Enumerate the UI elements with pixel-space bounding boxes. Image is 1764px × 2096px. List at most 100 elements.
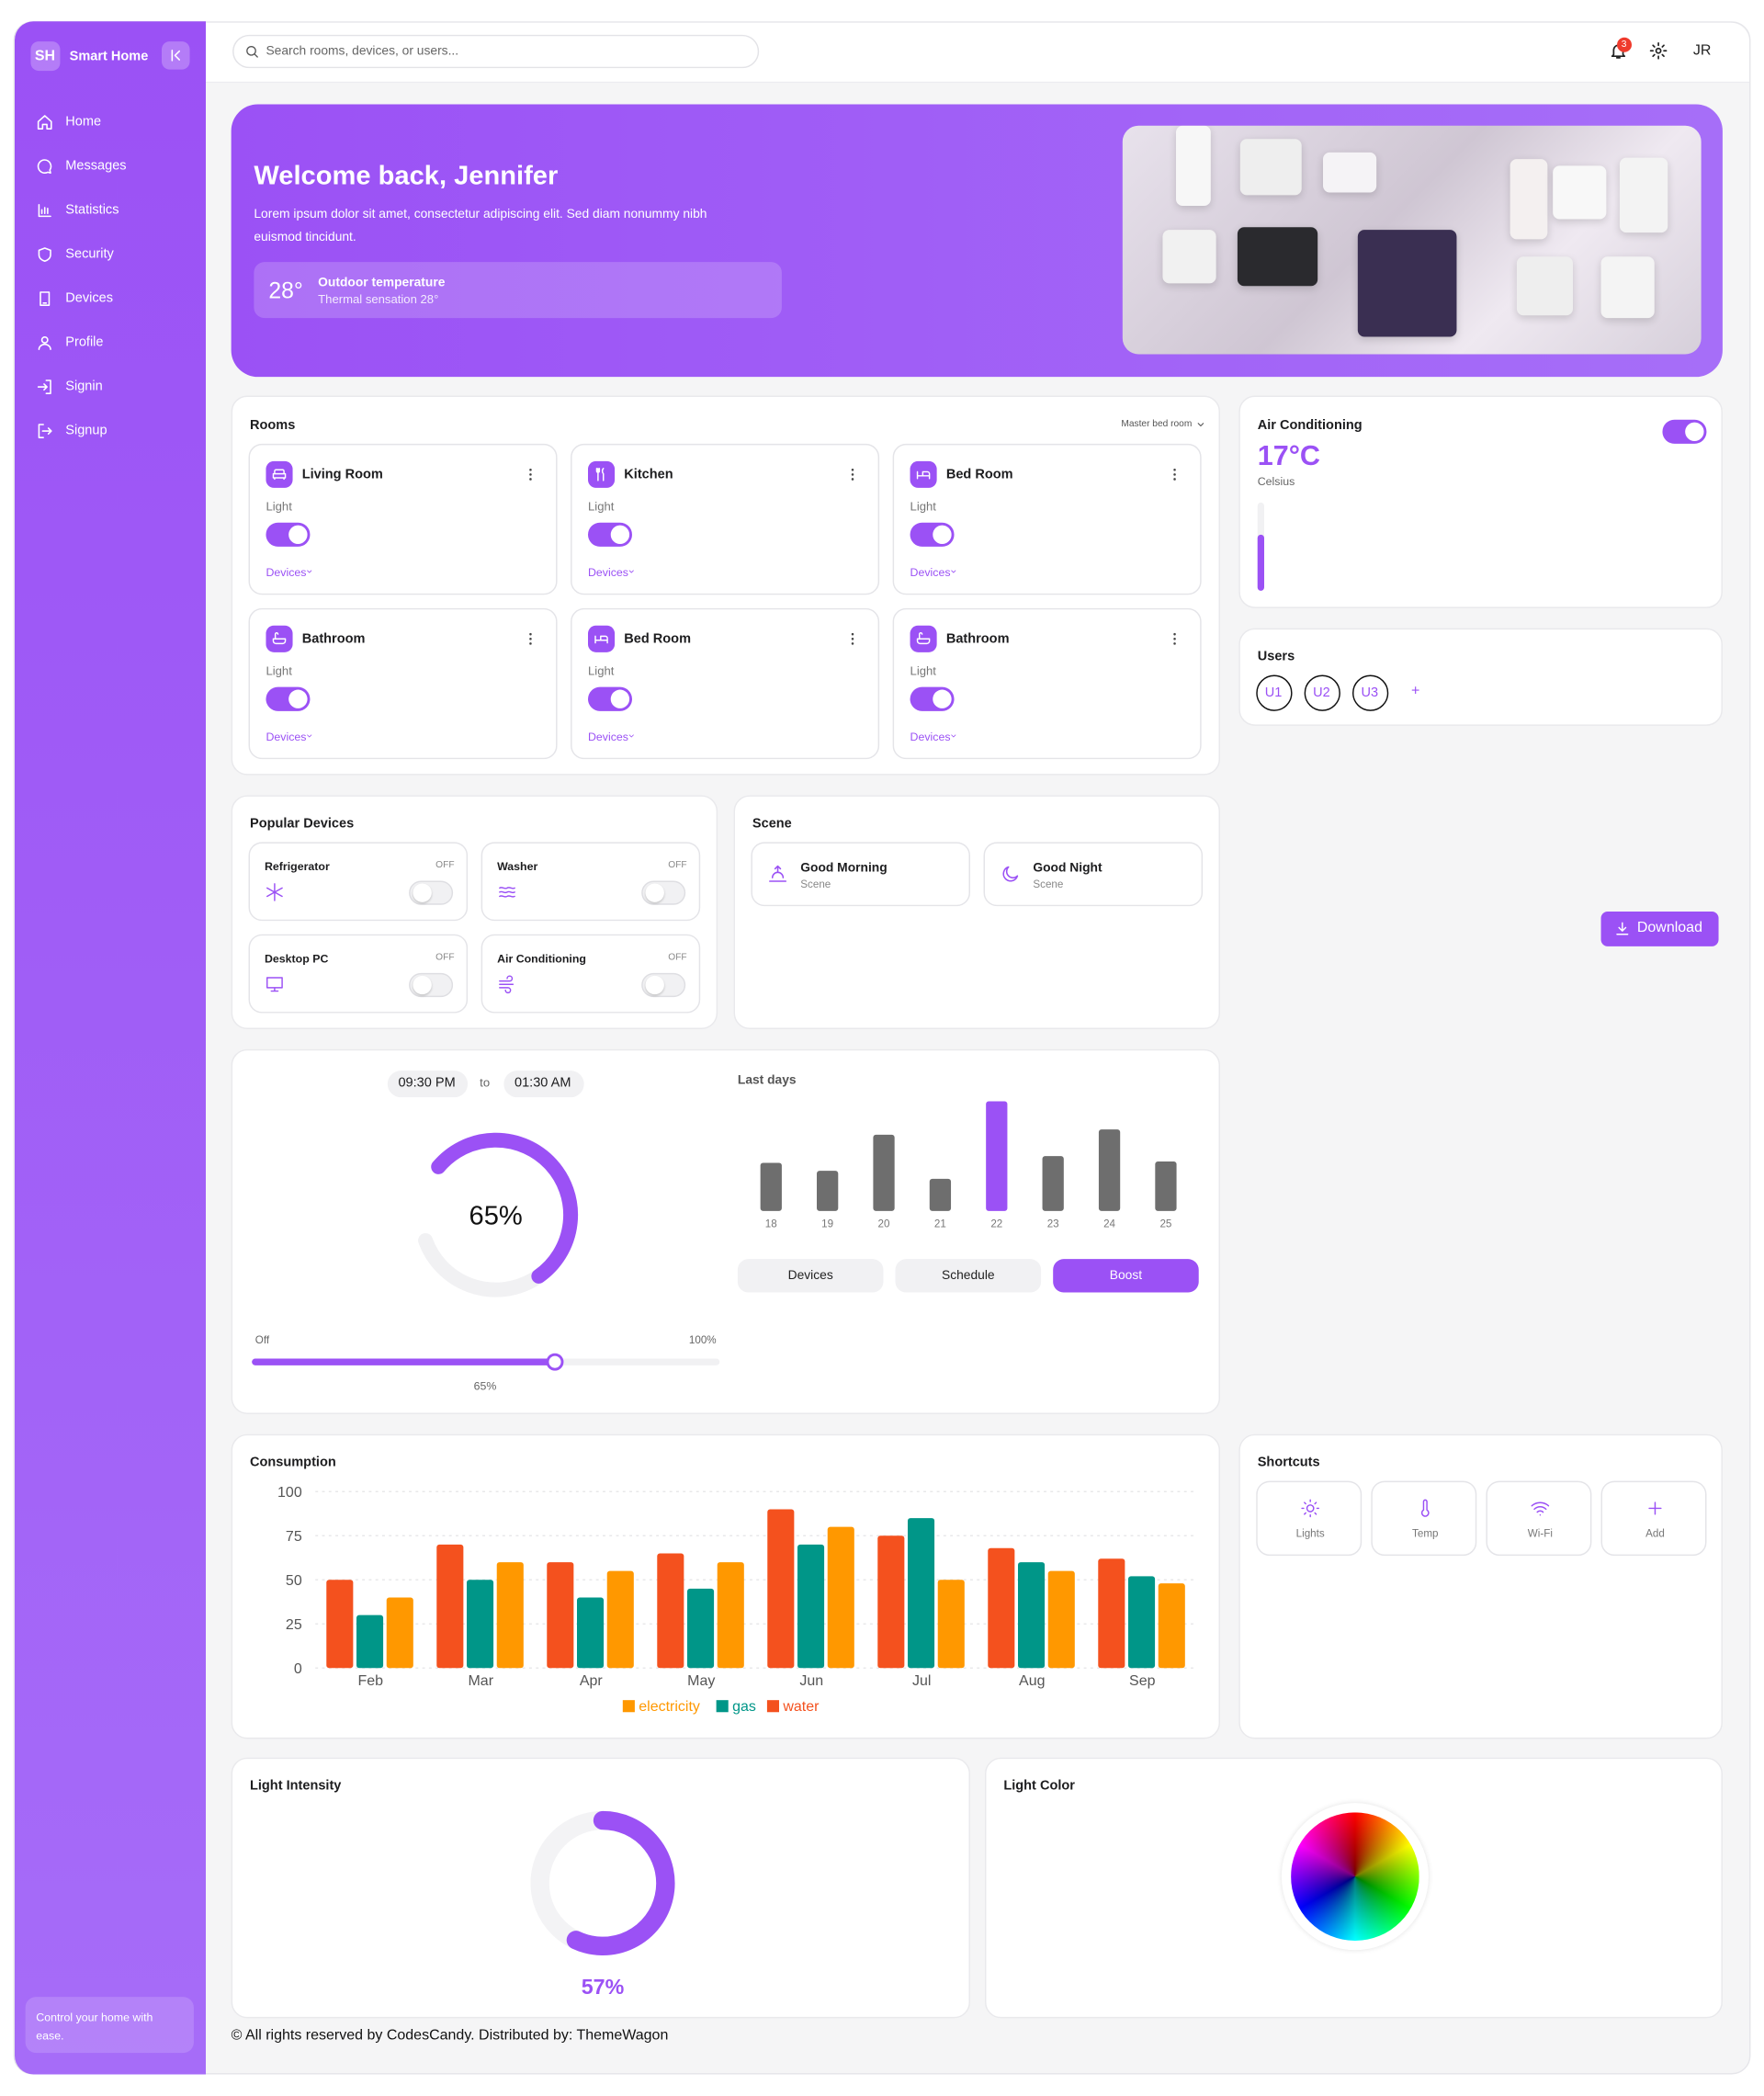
user-avatar[interactable]: U1: [1256, 674, 1293, 711]
bar: [1098, 1129, 1121, 1211]
card-title: Light Intensity: [249, 1778, 342, 1794]
room-devices-link[interactable]: Devices: [910, 730, 951, 743]
bar: [929, 1178, 952, 1211]
toggle[interactable]: [910, 686, 955, 711]
icon-caret: [628, 734, 634, 738]
x-tick-label: 20: [878, 1218, 890, 1229]
tab-label: Devices: [787, 1268, 833, 1284]
bar: [767, 1509, 795, 1669]
user-avatar[interactable]: JR: [1692, 42, 1712, 59]
shortcut-button[interactable]: Add: [1600, 1480, 1707, 1557]
nav-label: Messages: [65, 159, 127, 175]
icon-path: [38, 424, 52, 438]
icon-msg: [37, 159, 52, 174]
icon-path: [1616, 922, 1629, 935]
nav-item[interactable]: Profile: [28, 330, 189, 357]
room-devices-link[interactable]: Devices: [266, 730, 307, 743]
icon-path: [595, 468, 605, 482]
room-icon: [587, 625, 616, 652]
ac-unit: Celsius: [1257, 474, 1295, 488]
nav-label: Devices: [65, 291, 114, 307]
bar: [877, 1535, 905, 1669]
icon-path: [499, 887, 515, 898]
y-tick-label: 50: [286, 1573, 302, 1589]
shortcut-button[interactable]: Wi-Fi: [1486, 1480, 1592, 1557]
nav-label: Home: [65, 115, 102, 130]
notification-badge: 3: [1616, 37, 1632, 52]
room-devices-link[interactable]: Devices: [266, 565, 307, 579]
toggle[interactable]: [409, 880, 454, 905]
room-devices-link[interactable]: Devices: [587, 730, 628, 743]
card-title: Rooms: [249, 418, 296, 434]
toggle[interactable]: [587, 522, 632, 547]
user-avatar[interactable]: U2: [1304, 674, 1340, 711]
nav-item[interactable]: Signin: [28, 374, 189, 401]
bar: [817, 1171, 839, 1211]
toggle[interactable]: [1662, 419, 1707, 444]
icon-path: [769, 865, 787, 882]
time-chip[interactable]: 09:30 PM: [387, 1071, 469, 1098]
icon-dots: [1173, 632, 1176, 645]
shortcut-button[interactable]: Temp: [1371, 1480, 1477, 1557]
x-tick-label: Jun: [799, 1673, 823, 1689]
nav-item[interactable]: Messages: [28, 153, 189, 180]
search-box[interactable]: Search rooms, devices, or users...: [232, 34, 760, 69]
color-wheel[interactable]: [1291, 1812, 1419, 1941]
tab-button[interactable]: Schedule: [895, 1259, 1042, 1293]
room-icon: [910, 625, 937, 652]
tab-button[interactable]: Boost: [1053, 1259, 1199, 1293]
device-card: Desktop PC OFF: [248, 934, 469, 1014]
toggle[interactable]: [409, 972, 454, 998]
x-tick-label: Jul: [912, 1673, 931, 1689]
nav-item[interactable]: Security: [28, 242, 189, 268]
shortcut-button[interactable]: Lights: [1256, 1480, 1363, 1557]
user-avatar[interactable]: U3: [1351, 674, 1389, 711]
nav-item[interactable]: Devices: [28, 286, 189, 312]
icon-path: [594, 635, 608, 644]
scene-button[interactable]: Good Night Scene: [983, 842, 1204, 907]
icon-shield: [38, 247, 51, 262]
device-name: Refrigerator: [264, 859, 330, 873]
nav-item[interactable]: Signup: [28, 418, 189, 445]
bar: [436, 1544, 464, 1669]
collapse-button[interactable]: [161, 41, 190, 70]
user-initials: U2: [1313, 685, 1330, 701]
nav-item[interactable]: Statistics: [28, 198, 189, 224]
toggle[interactable]: [266, 686, 311, 711]
room-devices-link[interactable]: Devices: [910, 565, 951, 579]
icon-path: [1648, 1501, 1662, 1515]
download-label: Download: [1636, 919, 1702, 936]
icon-dots: [529, 468, 532, 481]
toggle[interactable]: [641, 972, 686, 998]
room-name: Bathroom: [301, 631, 366, 647]
icon-path: [171, 50, 180, 62]
light-color-card: Light Color: [984, 1757, 1723, 2019]
slider-thumb[interactable]: [546, 1353, 564, 1371]
settings-button[interactable]: [1649, 41, 1669, 62]
room-devices-link[interactable]: Devices: [587, 565, 628, 579]
time-chip[interactable]: 01:30 AM: [503, 1071, 584, 1098]
nav-item[interactable]: Home: [28, 109, 189, 136]
toggle[interactable]: [641, 880, 686, 905]
tab-button[interactable]: Devices: [737, 1259, 884, 1293]
x-tick-label: 24: [1103, 1218, 1115, 1229]
toggle[interactable]: [266, 522, 311, 547]
icon-monitor: [266, 977, 283, 992]
icon-path: [38, 335, 51, 350]
bar: [1155, 1161, 1177, 1211]
download-button[interactable]: Download: [1600, 911, 1719, 946]
room-name: Living Room: [301, 468, 383, 483]
toggle[interactable]: [587, 686, 632, 711]
thermostat-graphics: 65% Off 100% 65% Last days 18 19 20 21 22 23 24 25: [252, 1072, 1177, 1393]
scene-button[interactable]: Good Morning Scene: [751, 842, 970, 907]
footer-text: © All rights reserved by CodesCandy. Dis…: [231, 2027, 669, 2044]
toggle[interactable]: [910, 522, 955, 547]
icon-caret: [307, 734, 312, 738]
device-illustration: [1162, 230, 1216, 284]
consumption-card: Consumption 0 25 50 75 100 Feb Mar Apr May Jun Jul A…: [231, 1433, 1220, 1739]
rooms-filter[interactable]: Master bed room: [1121, 419, 1193, 429]
bar: [937, 1580, 965, 1669]
icon-bed: [594, 635, 608, 644]
scene-card: Scene Good Morning Scene Good Night Scene: [733, 795, 1220, 1029]
add-user[interactable]: +: [1410, 683, 1420, 699]
